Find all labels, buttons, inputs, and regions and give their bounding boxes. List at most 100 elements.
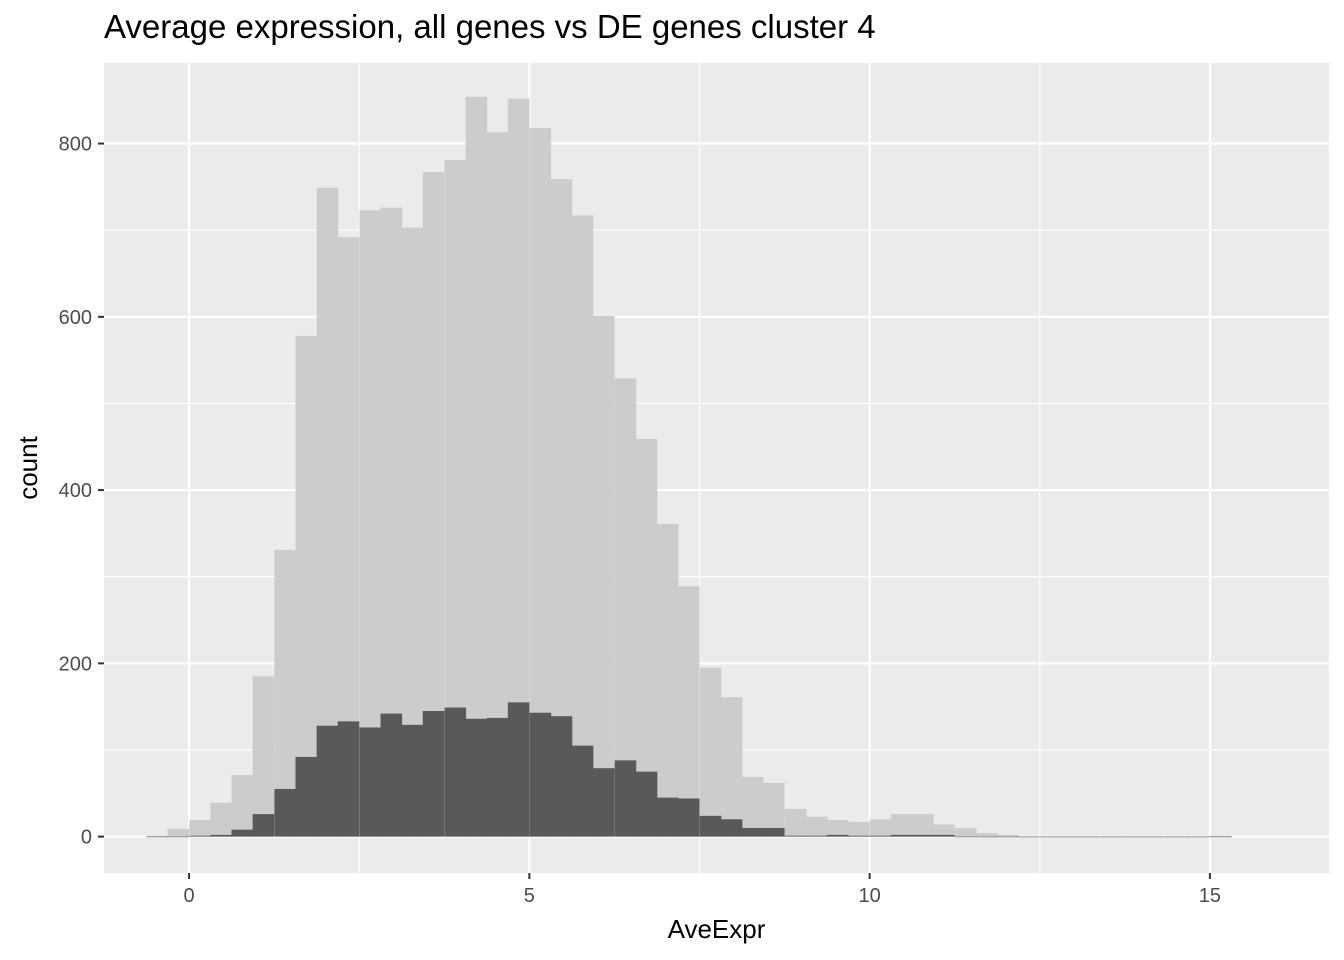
de-genes-bar: [720, 819, 743, 837]
de-genes-bar: [401, 724, 424, 837]
all-genes-bar: [720, 697, 743, 837]
de-genes-bars: [146, 702, 1232, 838]
de-genes-bar: [763, 827, 785, 837]
all-genes-bar: [614, 378, 637, 837]
all-genes-bar: [635, 438, 658, 837]
de-genes-bar: [1167, 836, 1189, 838]
all-genes-bar: [656, 523, 679, 837]
all-genes-bar: [954, 827, 977, 837]
all-genes-bar: [550, 179, 573, 837]
de-genes-bar: [1061, 836, 1083, 838]
de-genes-bar: [529, 712, 552, 837]
all-genes-bar: [592, 315, 615, 837]
chart-title: Average expression, all genes vs DE gene…: [104, 8, 876, 45]
de-genes-bar: [1040, 836, 1062, 838]
de-genes-bar: [677, 798, 700, 837]
y-tick-label: 400: [59, 480, 92, 502]
all-genes-bar: [529, 127, 552, 837]
de-genes-bar: [210, 834, 232, 837]
de-genes-bar: [890, 834, 913, 837]
x-tick-label: 0: [184, 885, 195, 907]
de-genes-bar: [1210, 836, 1232, 838]
all-genes-bar: [869, 819, 892, 837]
all-genes-bar: [805, 816, 828, 837]
axis-tick-labels: 0 5 10 15 0 200 400 600 800: [59, 134, 1221, 907]
de-genes-bar: [422, 711, 445, 837]
x-tick-label: 10: [859, 885, 881, 907]
de-genes-bar: [359, 727, 382, 837]
de-genes-bar: [741, 827, 764, 837]
all-genes-bar: [146, 835, 169, 837]
de-genes-bar: [912, 834, 934, 837]
all-genes-bar: [784, 808, 807, 837]
all-genes-bar: [252, 676, 275, 837]
de-genes-bar: [167, 836, 190, 838]
de-genes-bar: [465, 718, 488, 837]
de-genes-bar: [486, 717, 509, 837]
all-genes-bar: [337, 237, 360, 837]
de-genes-bar: [784, 835, 807, 837]
de-genes-bar: [827, 834, 849, 837]
all-genes-bar: [380, 207, 403, 837]
x-tick-label: 15: [1199, 885, 1221, 907]
de-genes-bar: [848, 835, 870, 837]
all-genes-bar: [422, 172, 445, 837]
all-genes-bars: [146, 96, 1232, 838]
all-genes-bar: [231, 775, 254, 837]
all-genes-bar: [677, 586, 700, 837]
de-genes-bar: [1103, 836, 1125, 838]
de-genes-bar: [231, 829, 254, 837]
de-genes-bar: [976, 836, 998, 838]
all-genes-bar: [359, 210, 382, 837]
de-genes-bar: [1125, 836, 1147, 838]
de-genes-bar: [805, 835, 828, 837]
y-tick-label: 600: [59, 307, 92, 329]
all-genes-bar: [890, 814, 913, 837]
de-genes-bar: [189, 835, 211, 837]
y-tick-label: 0: [81, 827, 92, 849]
de-genes-bar: [507, 702, 530, 837]
de-genes-bar: [380, 713, 403, 837]
de-genes-bar: [954, 836, 977, 838]
de-genes-bar: [444, 707, 467, 837]
de-genes-bar: [146, 836, 169, 838]
de-genes-bar: [337, 721, 360, 837]
de-genes-bar: [316, 725, 339, 837]
x-tick-label: 5: [524, 885, 535, 907]
all-genes-bar: [167, 828, 190, 837]
all-genes-bar: [741, 776, 764, 837]
de-genes-bar: [295, 756, 318, 837]
x-axis-title: AveExpr: [668, 914, 766, 944]
all-genes-bar: [274, 549, 296, 837]
all-genes-bar: [933, 824, 955, 837]
de-genes-bar: [699, 815, 722, 837]
y-tick-label: 200: [59, 653, 92, 675]
all-genes-bar: [827, 820, 849, 837]
all-genes-bar: [912, 814, 934, 837]
all-genes-bar: [571, 215, 594, 837]
all-genes-bar: [699, 667, 722, 837]
all-genes-bar: [486, 132, 509, 837]
all-genes-bar: [465, 96, 488, 837]
de-genes-bar: [635, 771, 658, 837]
de-genes-bar: [274, 788, 296, 837]
all-genes-bar: [189, 820, 211, 837]
y-axis-title: count: [13, 435, 43, 499]
de-genes-bar: [1188, 836, 1210, 838]
all-genes-bar: [210, 802, 232, 837]
de-genes-bar: [869, 835, 892, 837]
de-genes-bar: [1082, 836, 1104, 838]
axis-ticks: [98, 142, 1211, 879]
all-genes-bar: [997, 834, 1019, 837]
all-genes-bar: [1210, 835, 1232, 837]
de-genes-bar: [997, 836, 1019, 838]
de-genes-bar: [933, 834, 955, 837]
de-genes-bar: [656, 797, 679, 837]
de-genes-bar: [550, 716, 573, 837]
de-genes-bar: [1018, 836, 1040, 838]
all-genes-bar: [316, 187, 339, 837]
de-genes-bar: [592, 768, 615, 837]
de-genes-bar: [614, 760, 637, 837]
all-genes-bar: [295, 335, 318, 837]
